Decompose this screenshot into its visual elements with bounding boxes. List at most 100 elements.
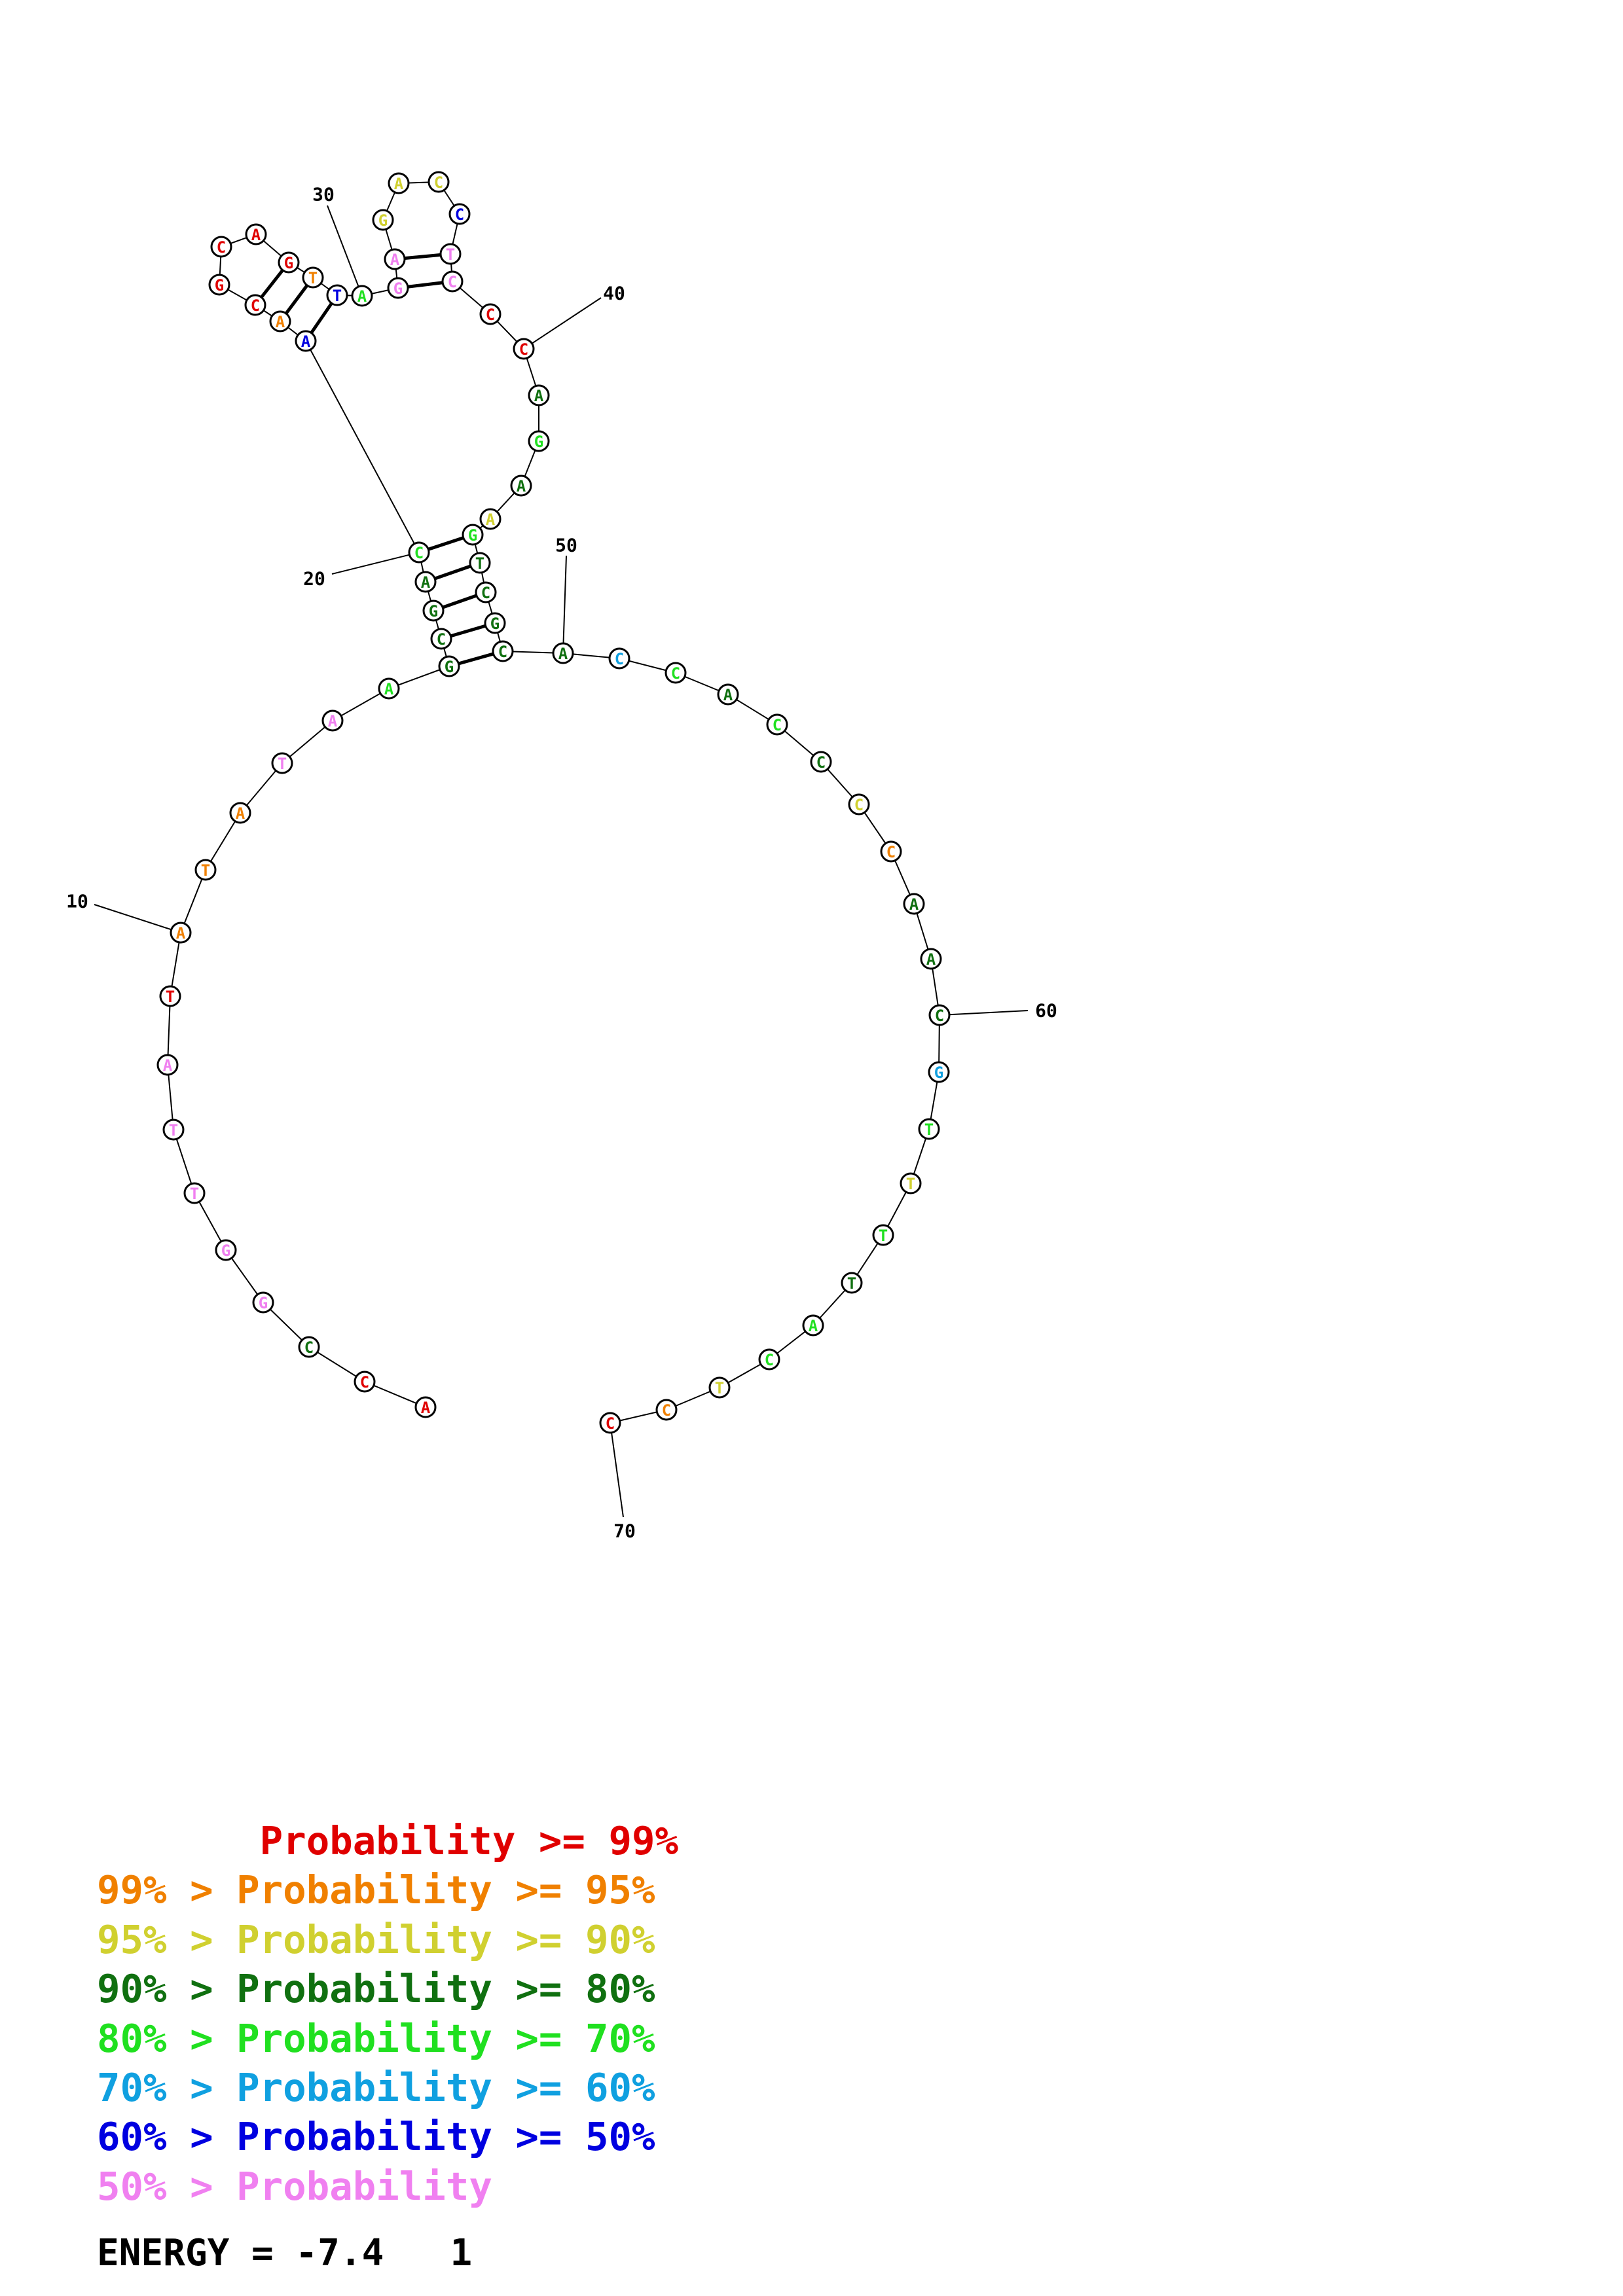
legend-range: Probability >= 60%: [236, 2065, 655, 2111]
nucleotide-circle: [665, 662, 687, 684]
nucleotide-letter: C: [816, 753, 826, 772]
nucleotide-circle: [513, 338, 535, 360]
nucleotide-circle: [162, 1119, 185, 1141]
nucleotide-letter: T: [475, 554, 484, 573]
nucleotide-circle: [244, 294, 266, 316]
nucleotide-circle: [810, 751, 832, 773]
nucleotide-47: C: [475, 581, 497, 603]
nucleotide-circle: [210, 236, 232, 258]
legend-threshold: 95% >: [97, 1916, 237, 1962]
nucleotide-circle: [599, 1412, 621, 1434]
position-tick: [939, 1010, 1029, 1016]
nucleotide-circle: [388, 172, 410, 194]
nucleotide-54: C: [766, 713, 788, 736]
legend-line: Probability >= 99%: [97, 1816, 678, 1865]
nucleotide-circle: [298, 1336, 320, 1358]
position-label-40: 40: [603, 283, 625, 304]
nucleotide-53: A: [717, 683, 739, 706]
nucleotide-circle: [608, 647, 630, 670]
nucleotide-18: G: [422, 600, 445, 622]
nucleotide-7: T: [162, 1119, 185, 1141]
legend-line: 95% > Probability >= 90%: [97, 1915, 678, 1964]
nucleotide-56: C: [848, 793, 870, 816]
nucleotide-letter: A: [723, 686, 733, 704]
nucleotide-66: A: [802, 1314, 824, 1336]
nucleotide-69: C: [655, 1399, 678, 1421]
nucleotide-letter: C: [481, 584, 490, 602]
nucleotide-circle: [252, 1291, 274, 1314]
nucleotide-67: C: [758, 1348, 780, 1371]
nucleotide-letter: C: [455, 206, 464, 224]
nucleotide-letter: T: [924, 1121, 934, 1139]
nucleotide-letter: A: [384, 680, 394, 698]
legend-range: Probability >= 50%: [236, 2114, 655, 2160]
nucleotide-11: T: [194, 859, 217, 881]
nucleotide-circle: [430, 628, 452, 650]
nucleotide-35: C: [428, 171, 450, 193]
nucleotide-letter: A: [301, 332, 311, 351]
backbone-segment: [173, 1129, 195, 1194]
nucleotide-letter: G: [215, 276, 224, 295]
nucleotide-26: A: [245, 223, 267, 245]
nucleotide-circle: [848, 793, 870, 816]
nucleotide-letter: C: [671, 664, 680, 683]
nucleotide-letter: C: [414, 544, 424, 562]
nucleotide-70: C: [599, 1412, 621, 1434]
position-tick: [523, 297, 602, 350]
nucleotide-letter: C: [854, 796, 864, 814]
nucleotide-letter: A: [251, 226, 261, 244]
nucleotide-circle: [278, 251, 300, 274]
nucleotide-55: C: [810, 751, 832, 773]
position-tick: [331, 552, 420, 575]
nucleotide-circle: [492, 640, 514, 662]
nucleotide-letter: C: [251, 296, 260, 315]
nucleotide-circle: [708, 1376, 731, 1399]
nucleotide-43: A: [510, 475, 532, 497]
legend-line: 50% > Probability: [97, 2162, 678, 2211]
nucleotide-letter: A: [328, 712, 338, 730]
nucleotide-19: A: [414, 571, 437, 593]
nucleotide-22: A: [269, 310, 291, 332]
legend-range: Probability >= 90%: [236, 1916, 655, 1962]
nucleotide-circle: [384, 248, 406, 270]
nucleotide-letter: T: [169, 1121, 178, 1139]
nucleotide-letter: C: [662, 1401, 671, 1420]
nucleotide-letter: G: [445, 658, 454, 676]
position-tick: [610, 1422, 624, 1518]
nucleotide-circle: [302, 266, 324, 289]
nucleotide-letter: C: [519, 340, 528, 359]
nucleotide-24: G: [208, 274, 230, 296]
nucleotide-circle: [194, 859, 217, 881]
nucleotide-circle: [439, 243, 462, 265]
nucleotide-circle: [528, 384, 550, 406]
nucleotide-61: G: [928, 1061, 950, 1083]
legend-threshold: 99% >: [97, 1867, 237, 1913]
nucleotide-circle: [295, 330, 317, 352]
position-label-30: 30: [312, 184, 335, 206]
nucleotide-39: C: [479, 303, 501, 325]
nucleotide-letter: T: [879, 1227, 888, 1245]
nucleotide-60: C: [928, 1004, 951, 1026]
nucleotide-letter: A: [534, 387, 544, 405]
nucleotide-circle: [321, 709, 344, 732]
nucleotide-21: A: [295, 330, 317, 352]
nucleotide-51: C: [608, 647, 630, 670]
nucleotide-circle: [880, 840, 902, 863]
nucleotide-46: T: [469, 552, 491, 574]
nucleotide-circle: [428, 171, 450, 193]
nucleotide-13: T: [271, 752, 293, 774]
nucleotide-34: A: [388, 172, 410, 194]
nucleotide-letter: G: [429, 602, 438, 620]
nucleotide-28: T: [302, 266, 324, 289]
nucleotide-letter: T: [847, 1274, 856, 1293]
nucleotide-letter: A: [390, 251, 400, 269]
nucleotide-letter: T: [190, 1185, 199, 1203]
nucleotide-23: C: [244, 294, 266, 316]
position-label-10: 10: [66, 891, 88, 912]
nucleotide-41: A: [528, 384, 550, 406]
nucleotide-9: T: [159, 985, 181, 1007]
nucleotide-58: A: [903, 893, 925, 915]
nucleotide-letter: G: [259, 1294, 268, 1312]
energy-readout: ENERGY = -7.4 1: [97, 2232, 473, 2274]
